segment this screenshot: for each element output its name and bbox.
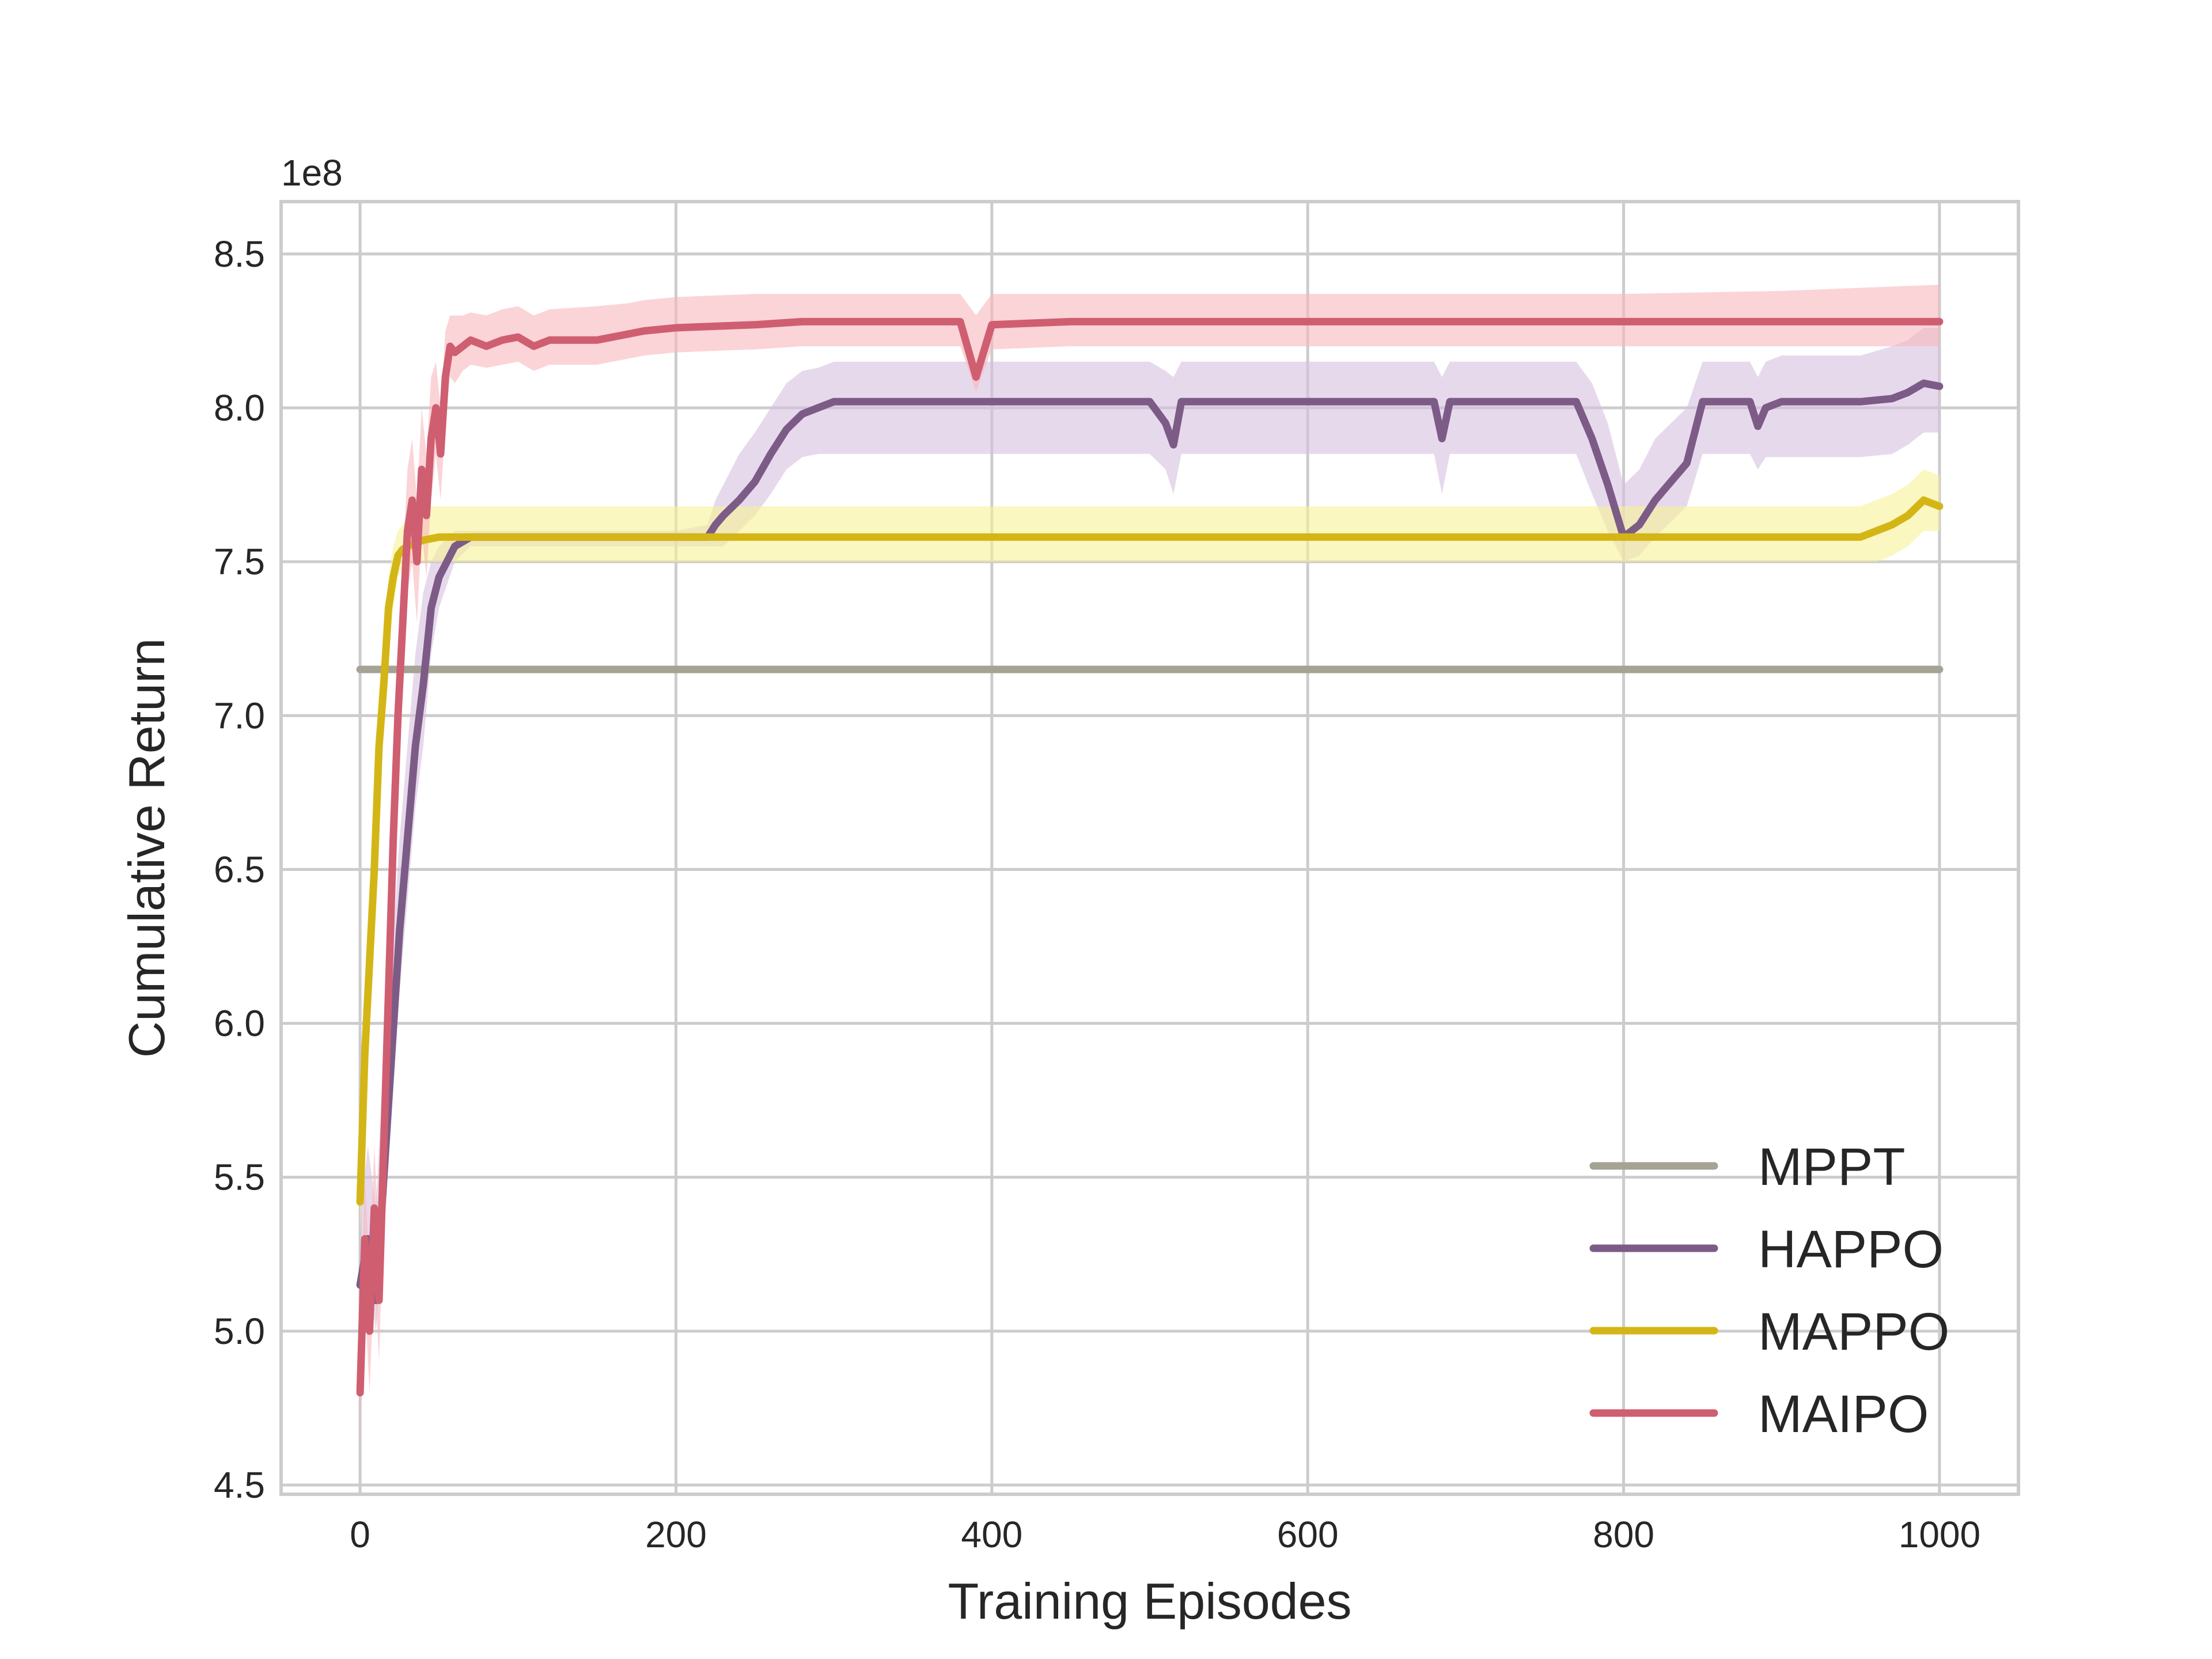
maipo-line [356, 317, 1944, 1397]
x-tick-label: 800 [1593, 1514, 1654, 1555]
legend: MPPT HAPPO MAPPO MAIPO [1589, 1138, 1949, 1444]
x-tick-label: 600 [1277, 1514, 1339, 1555]
x-tick-label: 200 [645, 1514, 707, 1555]
x-tick-label: 1000 [1899, 1514, 1980, 1555]
y-tick-label: 7.5 [214, 541, 265, 582]
happo-band [360, 328, 1940, 1331]
x-tick-label: 400 [961, 1514, 1022, 1555]
y-axis-ticks: 4.5 5.0 5.5 6.0 6.5 7.0 7.5 8.0 8.5 [214, 233, 265, 1506]
y-axis-offset-label: 1e8 [281, 152, 343, 194]
x-tick-label: 0 [350, 1514, 370, 1555]
y-tick-label: 7.0 [214, 695, 265, 736]
series-lines [356, 317, 1944, 1397]
plot-frame [279, 200, 2020, 1496]
y-axis-label: Cumulative Return [118, 638, 175, 1058]
y-tick-label: 8.0 [214, 387, 265, 429]
mappo-line [356, 496, 1944, 1206]
y-tick-label: 8.5 [214, 233, 265, 275]
y-tick-label: 5.5 [214, 1157, 265, 1198]
confidence-bands [360, 285, 1940, 1455]
y-tick-label: 5.0 [214, 1310, 265, 1352]
mappo-band [360, 469, 1940, 1239]
legend-label-mappo: MAPPO [1758, 1302, 1949, 1361]
legend-label-maipo: MAIPO [1758, 1385, 1929, 1444]
legend-label-happo: HAPPO [1758, 1220, 1944, 1279]
x-axis-label: Training Episodes [948, 1573, 1351, 1630]
y-tick-label: 6.5 [214, 849, 265, 890]
x-axis-ticks: 0 200 400 600 800 1000 [350, 1514, 1980, 1555]
y-tick-label: 4.5 [214, 1464, 265, 1506]
happo-line [356, 379, 1944, 1304]
y-tick-label: 6.0 [214, 1003, 265, 1044]
legend-label-mppt: MPPT [1758, 1138, 1906, 1196]
